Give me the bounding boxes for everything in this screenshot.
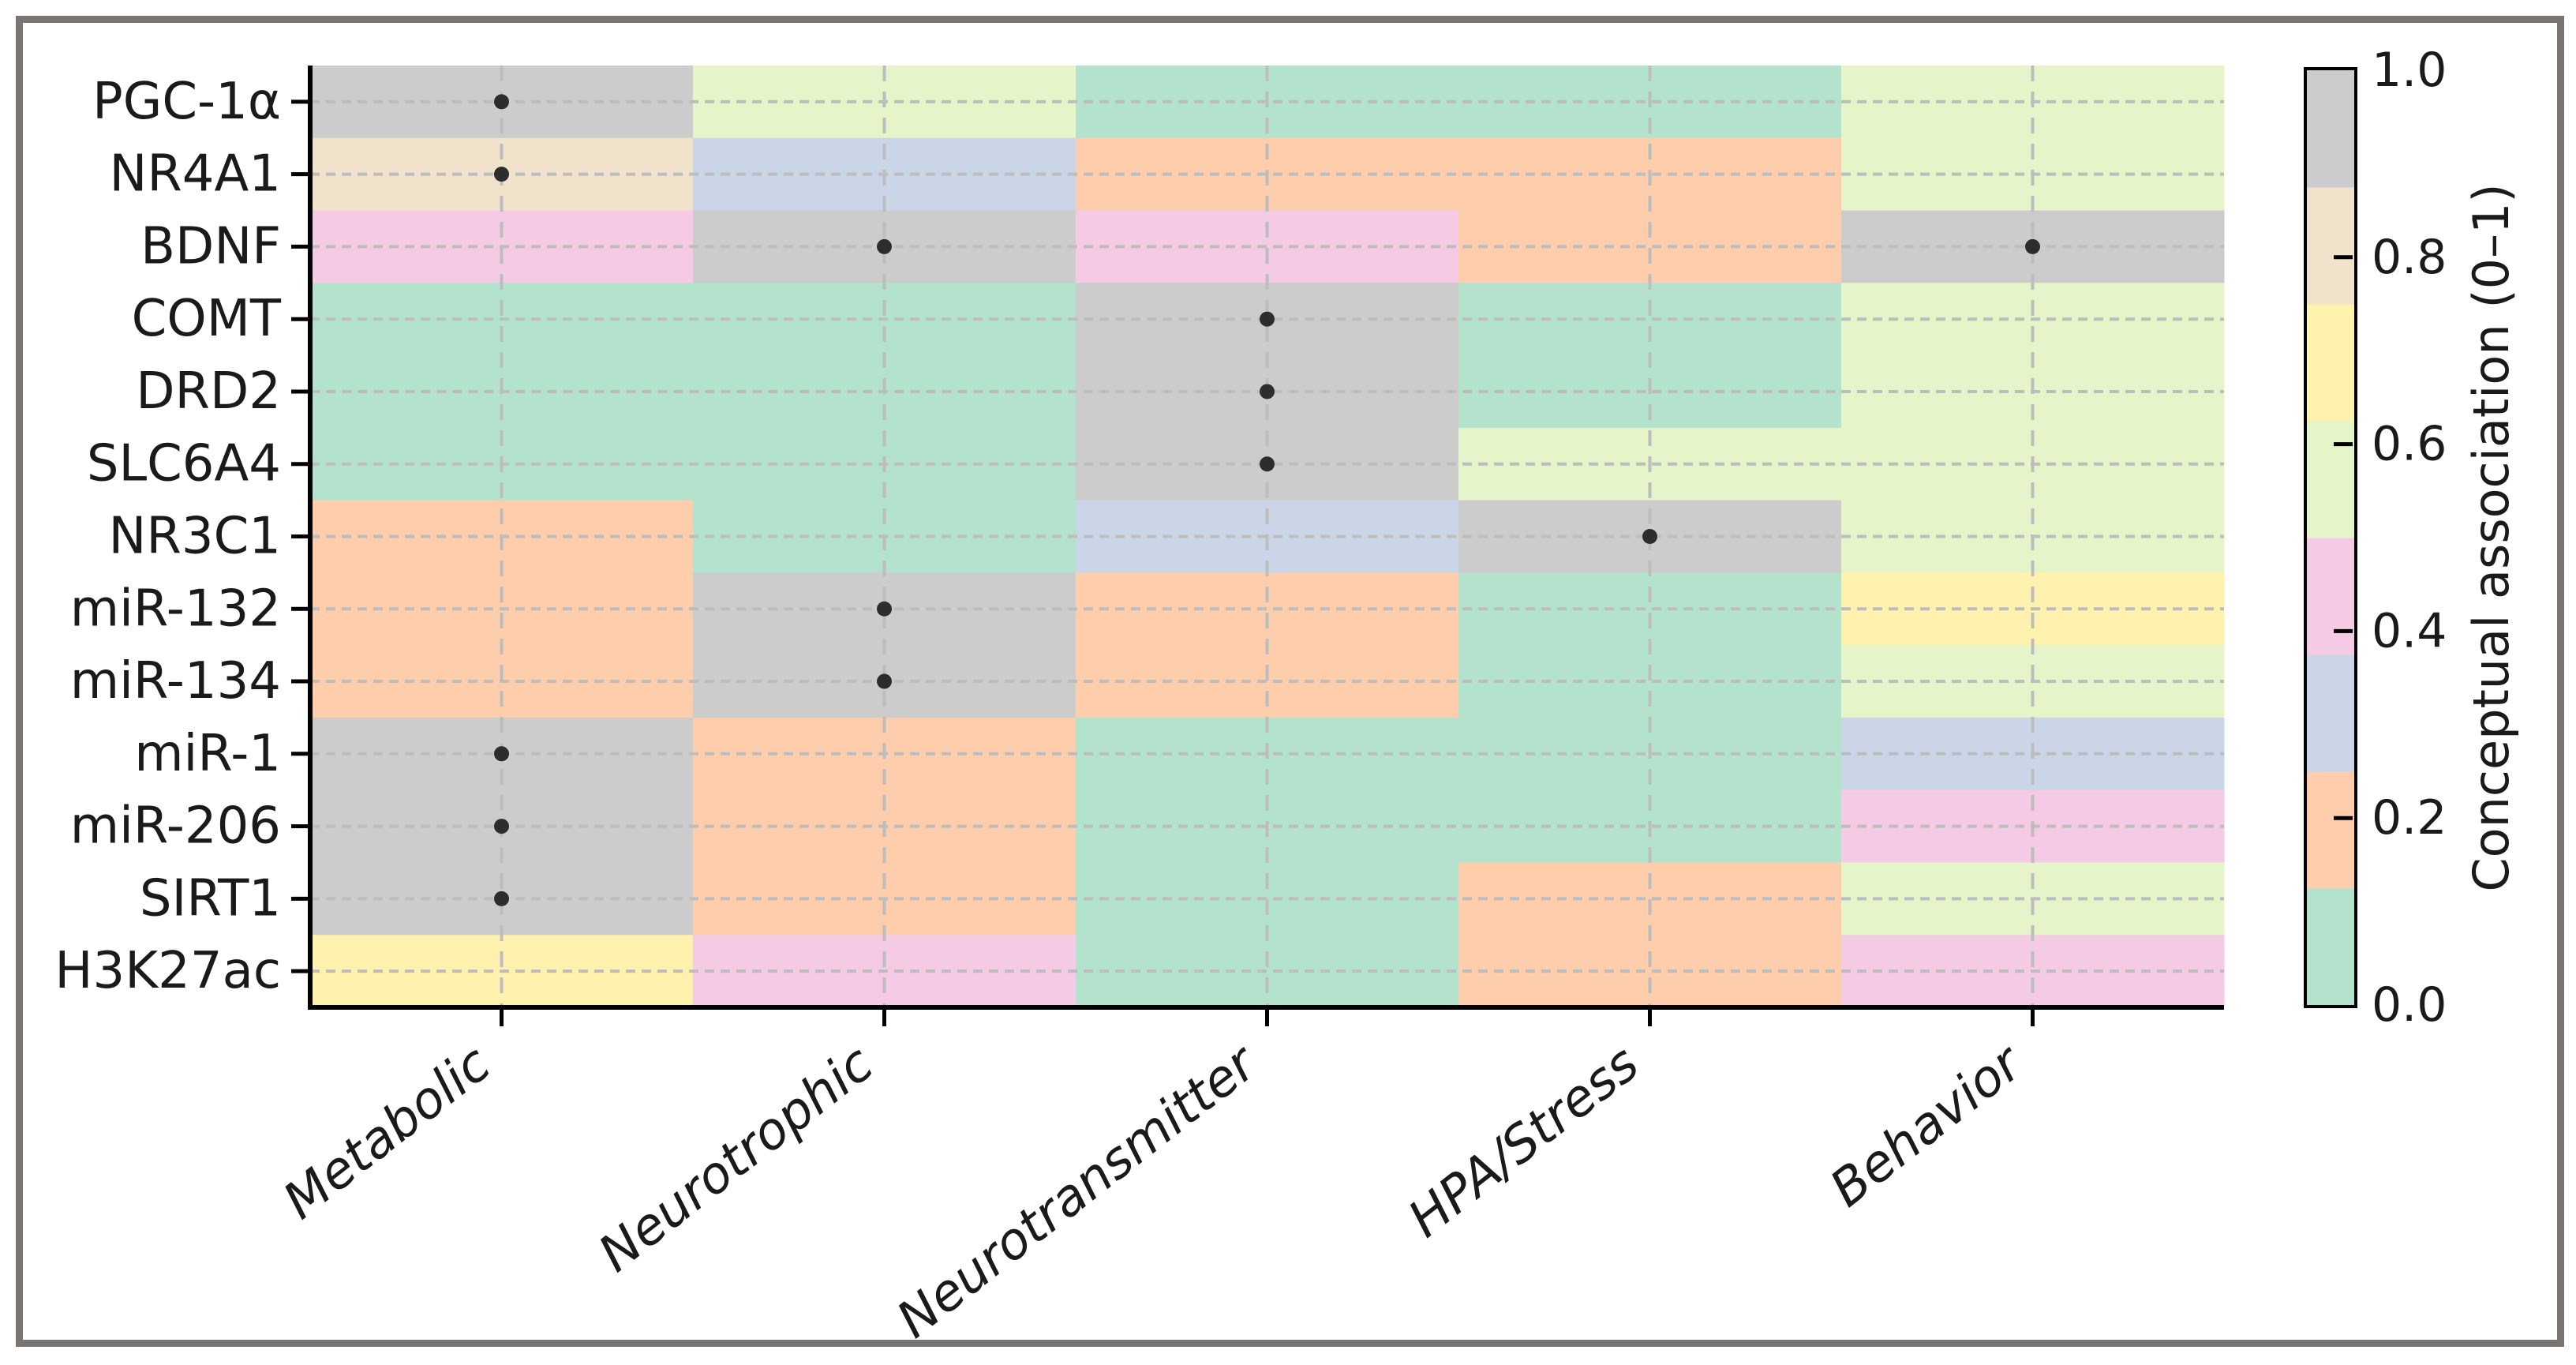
association-dot	[494, 891, 509, 906]
colorbar-band	[2307, 538, 2354, 655]
heatmap-cell	[1458, 572, 1842, 646]
x-tick-label: Behavior	[1820, 1033, 2035, 1219]
x-tick-label: Metabolic	[273, 1034, 501, 1231]
heatmap-cell	[1458, 283, 1842, 356]
colorbar-band	[2307, 654, 2354, 772]
colorbar-band	[2307, 421, 2354, 538]
association-dot	[1642, 529, 1657, 544]
y-tick-label: PGC-1α	[92, 73, 281, 131]
association-dot	[877, 673, 892, 689]
y-tick-label: miR-1	[134, 725, 281, 783]
association-dot	[494, 746, 509, 762]
colorbar-tick-label: 0.2	[2372, 790, 2447, 846]
colorbar-band	[2307, 187, 2354, 305]
association-dot	[494, 819, 509, 834]
x-tick-label: Neurotransmitter	[886, 1033, 1269, 1350]
y-tick-label: COMT	[132, 290, 282, 348]
x-tick-label: Neurotrophic	[588, 1034, 884, 1284]
colorbar-band	[2307, 304, 2354, 422]
association-dot	[2025, 238, 2040, 254]
y-tick-label: DRD2	[136, 362, 281, 421]
colorbar-tick-label: 0.6	[2372, 417, 2447, 472]
association-dot	[1260, 384, 1275, 399]
association-dot	[877, 238, 892, 254]
association-dot	[1260, 311, 1275, 327]
association-dot	[877, 601, 892, 617]
colorbar-band	[2307, 771, 2354, 889]
colorbar-outline	[2304, 67, 2357, 1008]
x-tick-label: HPA/Stress	[1398, 1034, 1649, 1249]
colorbar-band	[2307, 888, 2354, 1006]
y-tick-label: miR-134	[70, 652, 281, 711]
association-dot	[1260, 456, 1275, 472]
y-tick-label: NR3C1	[109, 508, 281, 566]
y-tick-label: SIRT1	[140, 869, 281, 928]
association-dot	[494, 94, 509, 110]
colorbar-tick-label: 0.4	[2372, 603, 2447, 658]
y-tick-label: H3K27ac	[54, 942, 281, 1000]
colorbar-tick-label: 0.8	[2372, 230, 2447, 285]
colorbar-band	[2307, 70, 2354, 188]
y-tick-label: miR-206	[70, 797, 281, 856]
association-dot	[494, 167, 509, 182]
y-tick-label: SLC6A4	[87, 435, 281, 493]
colorbar-tick-label: 0.0	[2372, 977, 2447, 1033]
y-tick-label: NR4A1	[109, 145, 281, 204]
y-tick-label: miR-132	[70, 579, 281, 638]
colorbar-title: Conceptual association (0–1)	[2462, 183, 2520, 891]
colorbar-tick-label: 1.0	[2372, 43, 2447, 98]
y-tick-label: BDNF	[140, 217, 281, 276]
heatmap-cell	[1458, 935, 1842, 1008]
